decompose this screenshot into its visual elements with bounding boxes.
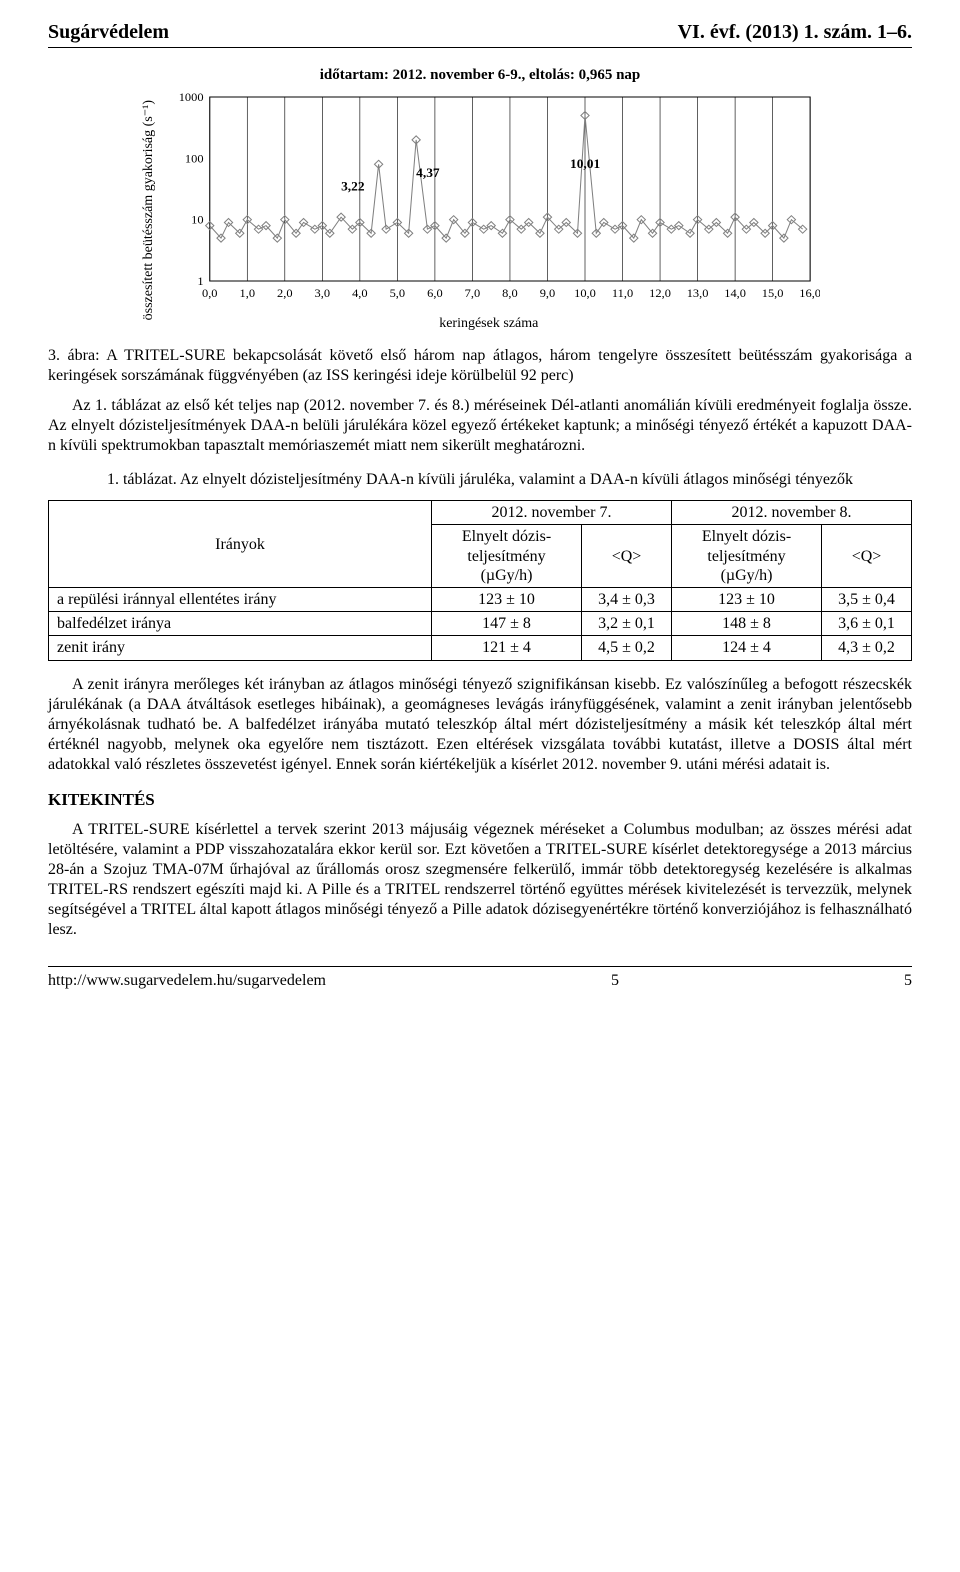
svg-text:0,0: 0,0 <box>201 286 217 300</box>
svg-text:1: 1 <box>197 274 203 288</box>
svg-text:11,0: 11,0 <box>611 286 632 300</box>
section-heading: KITEKINTÉS <box>48 789 912 810</box>
svg-text:10,0: 10,0 <box>574 286 596 300</box>
row-label: zenit irány <box>49 636 432 660</box>
cell-d2: 148 ± 8 <box>672 612 822 636</box>
svg-text:3,22: 3,22 <box>341 178 365 193</box>
cell-d2: 124 ± 4 <box>672 636 822 660</box>
chart-region: időtartam: 2012. november 6-9., eltolás:… <box>140 66 820 332</box>
journal-title: Sugárvédelem <box>48 20 169 45</box>
paragraph-3: A TRITEL-SURE kísérlettel a tervek szeri… <box>48 820 912 940</box>
footer-page-left: 5 <box>611 971 619 991</box>
paragraph-1: Az 1. táblázat az első két teljes nap (2… <box>48 396 912 456</box>
svg-text:7,0: 7,0 <box>464 286 480 300</box>
cell-q1: 4,5 ± 0,2 <box>582 636 672 660</box>
svg-text:10: 10 <box>191 213 203 227</box>
footer-url: http://www.sugarvedelem.hu/sugarvedelem <box>48 971 326 991</box>
cell-q2: 3,6 ± 0,1 <box>822 612 912 636</box>
svg-text:10,01: 10,01 <box>569 156 599 171</box>
col-q-2: <Q> <box>822 525 912 588</box>
table-row: balfedélzet iránya147 ± 83,2 ± 0,1148 ± … <box>49 612 912 636</box>
col-q-1: <Q> <box>582 525 672 588</box>
results-table: Irányok 2012. november 7. 2012. november… <box>48 500 912 660</box>
svg-text:13,0: 13,0 <box>686 286 708 300</box>
cell-d1: 121 ± 4 <box>432 636 582 660</box>
table-row: a repülési iránnyal ellentétes irány123 … <box>49 588 912 612</box>
chart-plot: 0,0 1,0 2,0 3,0 4,0 5,0 6,0 7,0 8,0 9,0 10,0 11,0 12… <box>158 89 821 309</box>
table-caption: 1. táblázat. Az elnyelt dózisteljesítmén… <box>48 470 912 490</box>
table-row: zenit irány121 ± 44,5 ± 0,2124 ± 44,3 ± … <box>49 636 912 660</box>
chart-title: időtartam: 2012. november 6-9., eltolás:… <box>140 66 820 85</box>
page-header: Sugárvédelem VI. évf. (2013) 1. szám. 1–… <box>48 20 912 48</box>
paragraph-2: A zenit irányra merőleges két irányban a… <box>48 675 912 775</box>
svg-text:16,0: 16,0 <box>799 286 820 300</box>
svg-text:6,0: 6,0 <box>427 286 443 300</box>
svg-text:14,0: 14,0 <box>724 286 746 300</box>
svg-text:1000: 1000 <box>178 90 203 104</box>
cell-q2: 4,3 ± 0,2 <box>822 636 912 660</box>
cell-d1: 123 ± 10 <box>432 588 582 612</box>
chart-ylabel: összesített beütésszám gyakoriság (s⁻¹) <box>140 100 158 320</box>
svg-text:4,0: 4,0 <box>352 286 368 300</box>
cell-q2: 3,5 ± 0,4 <box>822 588 912 612</box>
row-label: a repülési iránnyal ellentétes irány <box>49 588 432 612</box>
page-footer: http://www.sugarvedelem.hu/sugarvedelem … <box>48 966 912 991</box>
figure-caption: 3. ábra: A TRITEL-SURE bekapcsolását köv… <box>48 346 912 386</box>
row-label: balfedélzet iránya <box>49 612 432 636</box>
svg-text:5,0: 5,0 <box>389 286 405 300</box>
issue-info: VI. évf. (2013) 1. szám. 1–6. <box>678 20 912 45</box>
cell-d2: 123 ± 10 <box>672 588 822 612</box>
svg-text:2,0: 2,0 <box>277 286 293 300</box>
col-dose-1: Elnyelt dózis-teljesítmény (µGy/h) <box>432 525 582 588</box>
cell-q1: 3,2 ± 0,1 <box>582 612 672 636</box>
svg-text:15,0: 15,0 <box>761 286 783 300</box>
svg-text:9,0: 9,0 <box>539 286 555 300</box>
svg-text:1,0: 1,0 <box>239 286 255 300</box>
col-dose-2: Elnyelt dózis-teljesítmény (µGy/h) <box>672 525 822 588</box>
svg-text:12,0: 12,0 <box>649 286 671 300</box>
chart-xlabel: keringések száma <box>158 315 821 333</box>
svg-text:3,0: 3,0 <box>314 286 330 300</box>
svg-text:4,37: 4,37 <box>416 165 440 180</box>
cell-d1: 147 ± 8 <box>432 612 582 636</box>
col-day2: 2012. november 8. <box>672 501 912 525</box>
svg-text:8,0: 8,0 <box>502 286 518 300</box>
cell-q1: 3,4 ± 0,3 <box>582 588 672 612</box>
col-day1: 2012. november 7. <box>432 501 672 525</box>
col-iranyok: Irányok <box>49 501 432 588</box>
footer-page-right: 5 <box>904 971 912 991</box>
svg-text:100: 100 <box>184 151 203 165</box>
